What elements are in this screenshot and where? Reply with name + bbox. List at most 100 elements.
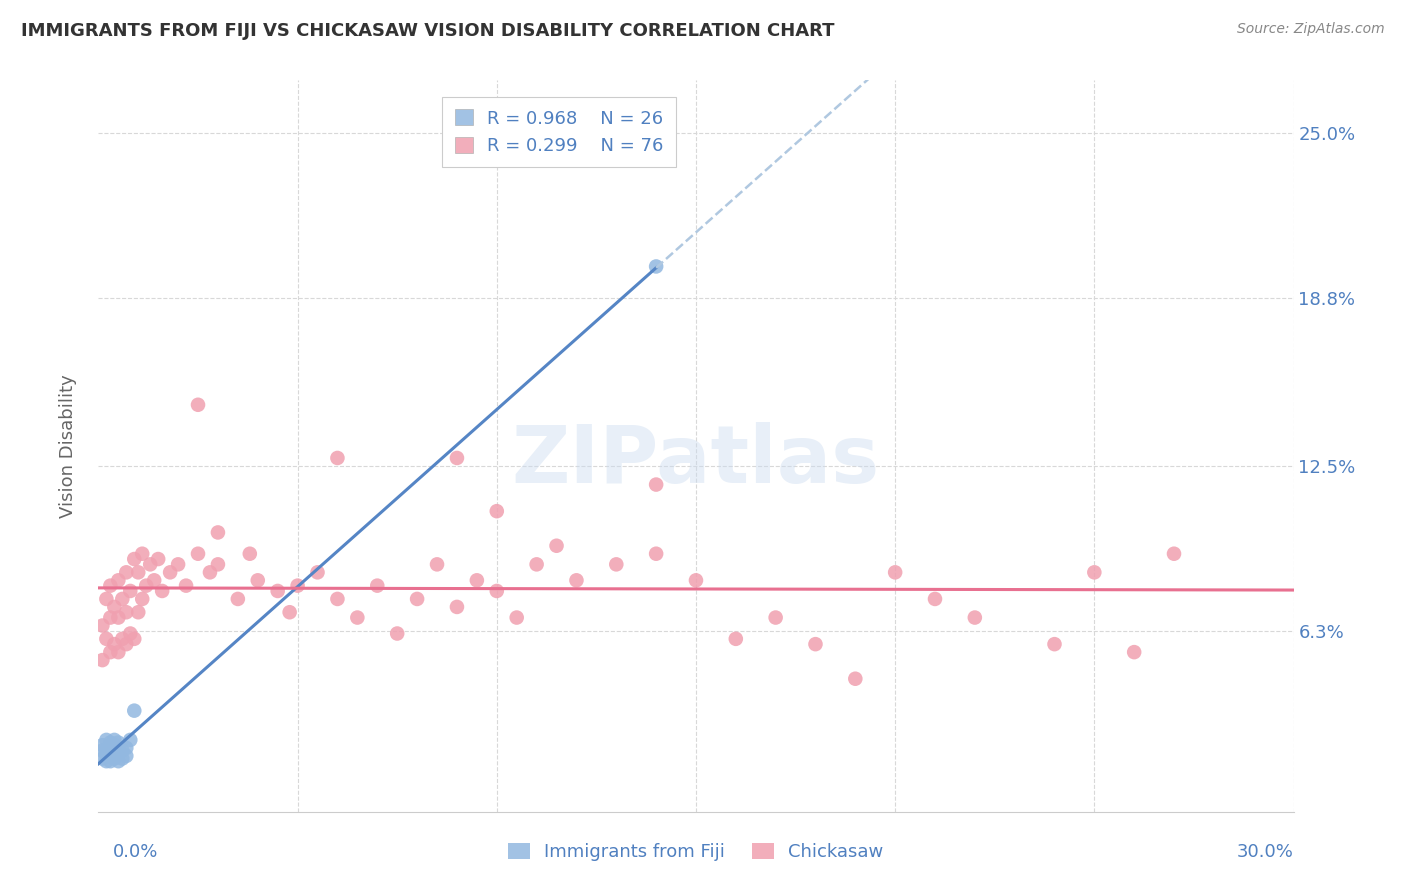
Point (565, 574, 588, 588)
Point (267, 584, 290, 599)
Point (115, 566, 138, 580)
Point (103, 732, 125, 747)
Point (385, 626, 409, 640)
Point (103, 599, 125, 614)
Point (645, 477, 668, 491)
Point (446, 450, 468, 465)
Point (111, 751, 134, 765)
Text: 30.0%: 30.0% (1237, 843, 1294, 861)
Point (96, 743, 118, 757)
Point (546, 539, 568, 553)
Point (111, 743, 134, 757)
Point (107, 610, 129, 624)
Point (103, 738, 125, 752)
Point (143, 574, 166, 588)
Point (127, 605, 149, 619)
Point (187, 547, 209, 561)
Point (150, 584, 173, 599)
Point (645, 260, 668, 274)
Point (246, 574, 269, 588)
Point (96, 754, 118, 768)
Point (115, 748, 138, 763)
Point (96, 732, 118, 747)
Point (107, 754, 129, 768)
Point (98, 579, 122, 593)
Point (346, 610, 368, 624)
Point (506, 610, 529, 624)
Point (91, 653, 114, 667)
Point (103, 743, 125, 757)
Point (127, 566, 149, 580)
Point (98, 754, 122, 768)
Point (107, 574, 129, 588)
Point (98, 645, 122, 659)
Point (287, 579, 309, 593)
Point (485, 504, 508, 518)
Text: Source: ZipAtlas.com: Source: ZipAtlas.com (1237, 22, 1385, 37)
Point (326, 450, 349, 465)
Legend: Immigrants from Fiji, Chickasaw: Immigrants from Fiji, Chickasaw (501, 836, 891, 869)
Point (139, 558, 162, 572)
Point (485, 584, 508, 599)
Point (91, 738, 114, 752)
Point (135, 579, 157, 593)
Point (1043, 637, 1066, 651)
Point (526, 558, 548, 572)
Point (724, 632, 747, 646)
Point (120, 626, 142, 640)
Point (187, 398, 209, 412)
Point (884, 566, 907, 580)
Point (107, 645, 129, 659)
Point (124, 552, 146, 566)
Point (115, 605, 138, 619)
Point (115, 740, 138, 755)
Text: ZIPatlas: ZIPatlas (512, 422, 880, 500)
Point (91, 751, 114, 765)
Point (107, 746, 129, 760)
Point (1123, 645, 1146, 659)
Point (120, 732, 142, 747)
Point (207, 525, 229, 540)
Point (120, 584, 142, 599)
Point (207, 558, 229, 572)
Point (406, 591, 429, 606)
Point (174, 579, 197, 593)
Point (124, 632, 146, 646)
Point (167, 558, 190, 572)
Point (115, 637, 138, 651)
Point (111, 632, 134, 646)
Point (1083, 566, 1105, 580)
Point (96, 591, 118, 606)
Point (307, 566, 329, 580)
Point (1163, 547, 1185, 561)
Point (111, 591, 134, 606)
Point (103, 751, 125, 765)
Point (924, 591, 946, 606)
Point (278, 605, 301, 619)
Point (844, 672, 866, 686)
Point (98, 748, 122, 763)
Point (198, 566, 221, 580)
Point (107, 735, 129, 749)
Point (91, 618, 114, 632)
Point (96, 632, 118, 646)
Point (96, 748, 118, 763)
Point (103, 637, 125, 651)
Point (98, 743, 122, 757)
Point (148, 552, 170, 566)
Text: 0.0%: 0.0% (112, 843, 157, 861)
Point (98, 610, 122, 624)
Point (226, 591, 249, 606)
Point (446, 599, 468, 614)
Text: IMMIGRANTS FROM FIJI VS CHICKASAW VISION DISABILITY CORRELATION CHART: IMMIGRANTS FROM FIJI VS CHICKASAW VISION… (21, 22, 835, 40)
Point (107, 740, 129, 755)
Y-axis label: Vision Disability: Vision Disability (59, 374, 77, 518)
Point (465, 574, 488, 588)
Point (366, 579, 388, 593)
Point (91, 743, 114, 757)
Point (98, 735, 122, 749)
Point (426, 558, 449, 572)
Point (645, 547, 668, 561)
Point (804, 637, 827, 651)
Point (124, 704, 146, 718)
